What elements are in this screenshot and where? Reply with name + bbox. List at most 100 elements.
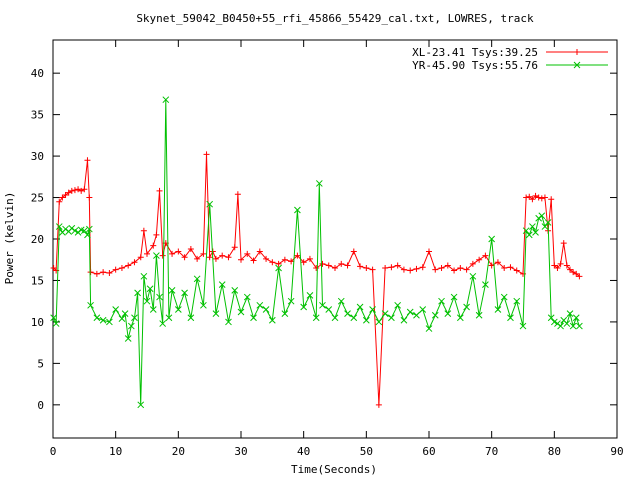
series-yr-point — [319, 301, 326, 309]
series-yr-point — [127, 322, 135, 330]
series-xl-point — [573, 270, 580, 277]
series-xl-point — [407, 267, 414, 274]
series-xl-point — [65, 189, 72, 196]
series-yr-point — [55, 223, 63, 230]
series-yr-line — [53, 99, 580, 405]
series-yr-point — [482, 281, 489, 288]
series-yr-point — [80, 227, 88, 235]
series-yr-point — [369, 306, 376, 313]
series-yr-point — [522, 227, 530, 235]
series-yr-point — [450, 293, 458, 301]
series-xl-point — [275, 260, 282, 267]
series-yr-point — [513, 297, 521, 305]
series-xl-point — [338, 260, 345, 267]
series-xl-point — [231, 244, 238, 251]
y-tick-label: 15 — [31, 274, 44, 287]
series-yr-point — [174, 306, 182, 313]
x-tick-label: 80 — [548, 445, 561, 458]
series-yr-point — [243, 293, 251, 301]
series-layer — [50, 96, 583, 409]
series-xl — [50, 151, 583, 408]
series-xl-point — [529, 196, 536, 203]
series-xl-point — [513, 267, 520, 274]
y-tick-label: 35 — [31, 109, 44, 122]
series-xl-point — [71, 187, 78, 194]
series-xl-point — [344, 262, 351, 269]
series-xl-point — [400, 266, 407, 273]
x-tick-label: 50 — [360, 445, 373, 458]
series-xl-point — [554, 265, 561, 272]
series-xl-point — [469, 260, 476, 267]
series-yr-point — [71, 227, 79, 235]
series-xl-point — [144, 250, 150, 257]
series-xl-point — [551, 262, 558, 269]
series-yr-point — [306, 292, 314, 299]
series-xl-point — [463, 266, 470, 273]
series-yr-point — [225, 318, 232, 326]
series-xl-point — [535, 194, 542, 201]
series-yr-point — [406, 308, 414, 316]
series-yr-point — [507, 314, 514, 322]
series-xl-point — [106, 269, 113, 276]
x-tick-label: 60 — [422, 445, 435, 458]
series-xl-point — [206, 254, 213, 261]
series-xl-point — [212, 255, 219, 262]
series-xl-point — [68, 187, 75, 194]
series-xl-point — [225, 254, 232, 261]
series-xl-point — [576, 273, 583, 280]
series-yr-point — [193, 275, 201, 283]
x-tick-label: 30 — [234, 445, 247, 458]
series-yr-point — [146, 285, 154, 293]
series-xl-point — [451, 267, 458, 274]
series-yr-point — [541, 223, 549, 230]
x-axis: 0 10 20 30 40 50 60 70 80 90 — [50, 40, 624, 458]
series-yr-point — [159, 320, 167, 327]
series-yr-point — [168, 287, 176, 294]
series-xl-point — [288, 258, 295, 265]
series-yr-point — [529, 223, 536, 230]
series-yr-point — [121, 310, 129, 317]
series-xl-point — [112, 266, 119, 273]
series-yr-point — [250, 314, 257, 322]
series-yr-point — [237, 308, 245, 316]
series-yr-point — [275, 264, 282, 272]
series-yr-point — [494, 306, 502, 313]
series-yr-point — [413, 311, 420, 319]
series-xl-point — [563, 262, 570, 269]
series-yr-point — [256, 301, 264, 309]
series-yr-point — [137, 401, 145, 409]
chart-title: Skynet_59042_B0450+55_rfi_45866_55429_ca… — [136, 12, 534, 25]
series-yr-point — [557, 322, 564, 330]
series-xl-point — [438, 265, 445, 272]
series-xl-point — [557, 260, 564, 267]
series-xl-point — [234, 191, 241, 198]
series-xl-point — [294, 252, 301, 259]
series-yr-point — [212, 310, 220, 317]
x-tick-label: 40 — [297, 445, 310, 458]
series-yr-point — [118, 315, 126, 322]
series-xl-point — [567, 266, 573, 273]
series-xl-point — [62, 192, 69, 199]
series-yr-point — [381, 310, 389, 317]
series-xl-point — [538, 195, 545, 202]
plot-border — [52, 39, 618, 439]
series-yr-point — [425, 325, 433, 332]
series-yr-point — [200, 301, 207, 309]
series-xl-point — [118, 265, 125, 272]
series-yr-point — [519, 322, 527, 330]
series-xl-point — [300, 259, 307, 266]
series-yr-point — [419, 306, 427, 313]
series-yr-point — [143, 297, 151, 305]
series-yr-point — [149, 306, 157, 313]
series-yr-point — [572, 314, 580, 322]
series-yr-point — [547, 314, 555, 322]
series-xl-point — [150, 242, 157, 249]
series-xl-point — [476, 256, 483, 263]
series-xl-point — [413, 265, 420, 272]
legend-label-yr: YR-45.90 Tsys:55.76 — [412, 59, 538, 72]
series-xl-point — [153, 231, 160, 238]
series-xl-point — [125, 262, 132, 269]
series-yr-point — [544, 219, 552, 226]
series-xl-point — [281, 256, 288, 263]
